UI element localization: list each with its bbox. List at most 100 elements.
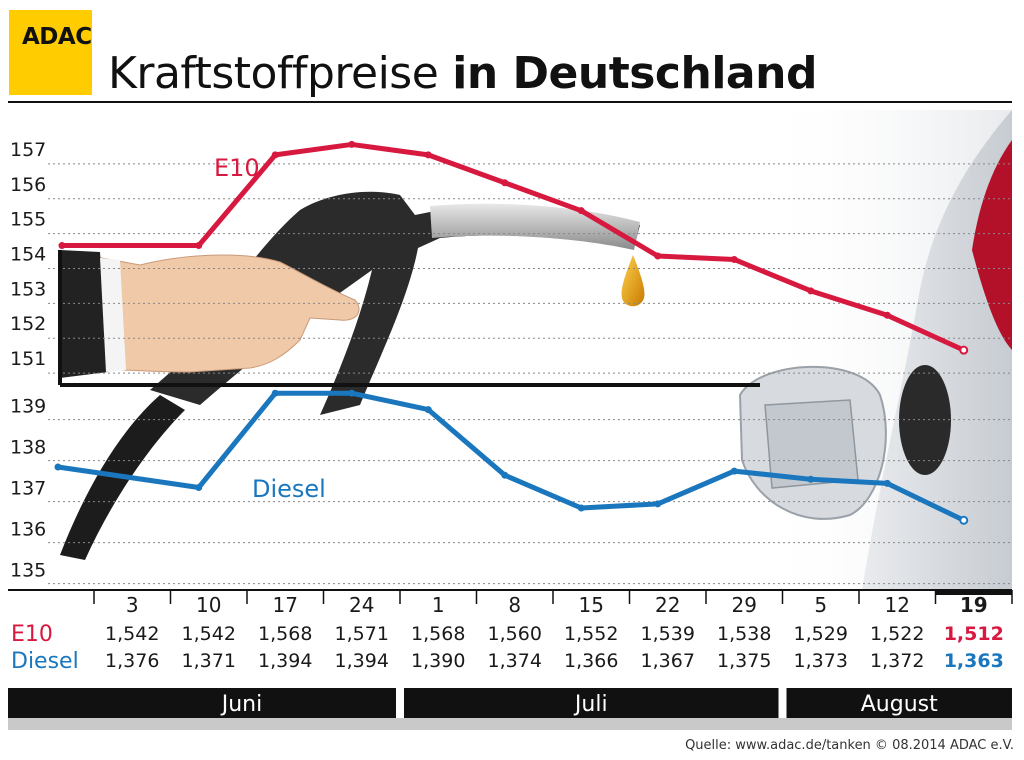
e10-value: 1,560 xyxy=(488,623,542,645)
date-label: 12 xyxy=(885,593,910,617)
diesel-value: 1,373 xyxy=(794,650,848,672)
e10-series-label: E10 xyxy=(214,154,260,182)
diesel-point xyxy=(348,389,356,397)
sleeve-icon xyxy=(60,250,108,378)
e10-value: 1,542 xyxy=(105,623,159,645)
month-label: Juli xyxy=(573,692,608,717)
e10-value: 1,542 xyxy=(182,623,236,645)
e10-row-label: E10 xyxy=(11,622,53,647)
line-layer: E10 Diesel xyxy=(54,140,969,525)
title-bold: in Deutschland xyxy=(452,48,817,99)
car-taillight-icon xyxy=(972,140,1012,350)
e10-value: 1,512 xyxy=(944,623,1004,645)
background-illustration xyxy=(60,110,1012,590)
e10-point xyxy=(424,151,432,159)
oil-drop-icon xyxy=(621,255,645,307)
adac-logo: ADAC xyxy=(9,10,92,95)
tick-layer: 151 152 153 154 155 156 157 135 136 137 138 139 xyxy=(10,139,46,582)
e10-y-tick-label: 155 xyxy=(10,209,46,231)
diesel-y-tick-label: 139 xyxy=(10,396,46,418)
diesel-point xyxy=(271,389,279,397)
e10-y-tick-label: 151 xyxy=(10,348,46,370)
diesel-y-tick-label: 135 xyxy=(10,560,46,582)
e10-point xyxy=(501,179,509,187)
month-label: Juni xyxy=(220,692,263,717)
e10-value: 1,539 xyxy=(641,623,695,645)
diesel-value: 1,372 xyxy=(870,650,924,672)
diesel-point xyxy=(959,515,969,525)
date-label: 22 xyxy=(655,593,680,617)
month-label: August xyxy=(861,692,938,717)
e10-value: 1,571 xyxy=(335,623,389,645)
e10-value: 1,529 xyxy=(794,623,848,645)
date-label: 8 xyxy=(508,593,521,617)
diesel-line xyxy=(55,390,967,523)
value-table: E10 Diesel 3 1,542 1,376 10 1,542 1,371 17 1,56… xyxy=(8,589,1013,674)
diesel-value: 1,363 xyxy=(944,650,1004,672)
diesel-point xyxy=(730,467,738,475)
e10-y-tick-label: 153 xyxy=(10,278,46,300)
e10-point xyxy=(58,242,66,250)
month-bar-shadow xyxy=(8,718,1012,730)
diesel-value: 1,376 xyxy=(105,650,159,672)
e10-value: 1,568 xyxy=(411,623,465,645)
diesel-value: 1,367 xyxy=(641,650,695,672)
e10-value: 1,522 xyxy=(870,623,924,645)
date-label: 15 xyxy=(579,593,604,617)
diesel-value: 1,366 xyxy=(564,650,618,672)
date-label: 24 xyxy=(349,593,374,617)
diesel-row-label: Diesel xyxy=(11,649,79,674)
diesel-value: 1,390 xyxy=(411,650,465,672)
e10-point xyxy=(654,252,662,260)
diesel-value: 1,394 xyxy=(258,650,312,672)
e10-point xyxy=(807,287,815,295)
diesel-point xyxy=(807,475,815,483)
diesel-value: 1,375 xyxy=(717,650,771,672)
date-label: 29 xyxy=(732,593,757,617)
month-segment xyxy=(404,688,779,718)
e10-y-tick-label: 156 xyxy=(10,174,46,196)
e10-point xyxy=(883,311,891,319)
month-bar: Juni Juli August xyxy=(8,688,1012,730)
diesel-y-tick-label: 137 xyxy=(10,478,46,500)
date-label: 3 xyxy=(126,593,139,617)
e10-value: 1,538 xyxy=(717,623,771,645)
month-segment xyxy=(8,688,396,718)
month-segment xyxy=(786,688,1012,718)
e10-value: 1,568 xyxy=(258,623,312,645)
e10-point xyxy=(730,255,738,263)
e10-point xyxy=(959,345,969,355)
date-label: 17 xyxy=(273,593,298,617)
e10-line xyxy=(59,141,967,353)
diesel-value: 1,394 xyxy=(335,650,389,672)
diesel-series-label: Diesel xyxy=(252,475,326,503)
e10-value: 1,552 xyxy=(564,623,618,645)
date-label: 10 xyxy=(196,593,221,617)
diesel-y-tick-label: 136 xyxy=(10,519,46,541)
date-label: 19 xyxy=(960,593,988,617)
title-light: Kraftstoffpreise xyxy=(108,48,439,99)
e10-y-tick-label: 157 xyxy=(10,139,46,161)
car-body-icon xyxy=(862,110,1012,590)
diesel-value: 1,374 xyxy=(488,650,542,672)
diesel-point xyxy=(54,463,62,471)
e10-point xyxy=(195,242,203,250)
e10-point xyxy=(577,207,585,215)
e10-y-tick-label: 152 xyxy=(10,313,46,335)
diesel-point xyxy=(654,500,662,508)
current-week-marker xyxy=(935,591,1012,595)
diesel-y-tick-label: 138 xyxy=(10,437,46,459)
diesel-point xyxy=(883,479,891,487)
date-label: 1 xyxy=(432,593,445,617)
hand-icon xyxy=(84,254,360,373)
date-label: 5 xyxy=(814,593,827,617)
e10-y-tick-label: 154 xyxy=(10,244,46,266)
logo-text: ADAC xyxy=(22,24,92,50)
diesel-point xyxy=(195,484,203,491)
e10-point xyxy=(271,151,279,159)
diesel-value: 1,371 xyxy=(182,650,236,672)
diesel-point xyxy=(424,406,432,414)
diesel-point xyxy=(501,471,509,479)
source-note: Quelle: www.adac.de/tanken © 08.2014 ADA… xyxy=(685,738,1014,753)
